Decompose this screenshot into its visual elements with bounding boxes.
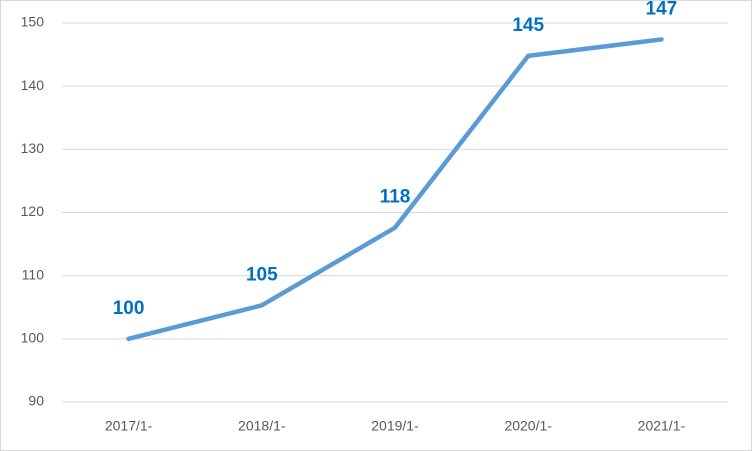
y-tick-label: 90 [28,393,44,409]
x-tick-label: 2017/1- [105,418,153,434]
y-tick-label: 130 [21,140,45,156]
y-tick-label: 140 [21,77,45,93]
y-tick-label: 110 [22,266,45,282]
data-label: 100 [113,298,145,319]
data-label: 118 [380,187,411,208]
data-label: 147 [646,0,678,19]
y-tick-label: 100 [21,330,45,346]
data-label: 145 [512,15,544,36]
x-tick-label: 2018/1- [238,418,286,434]
x-tick-label: 2021/1- [638,418,686,434]
data-label: 105 [246,264,278,285]
y-tick-label: 120 [21,203,45,219]
y-tick-label: 150 [21,14,45,30]
line [126,37,664,342]
x-tick-label: 2019/1- [371,418,419,434]
x-tick-label: 2020/1- [504,418,552,434]
